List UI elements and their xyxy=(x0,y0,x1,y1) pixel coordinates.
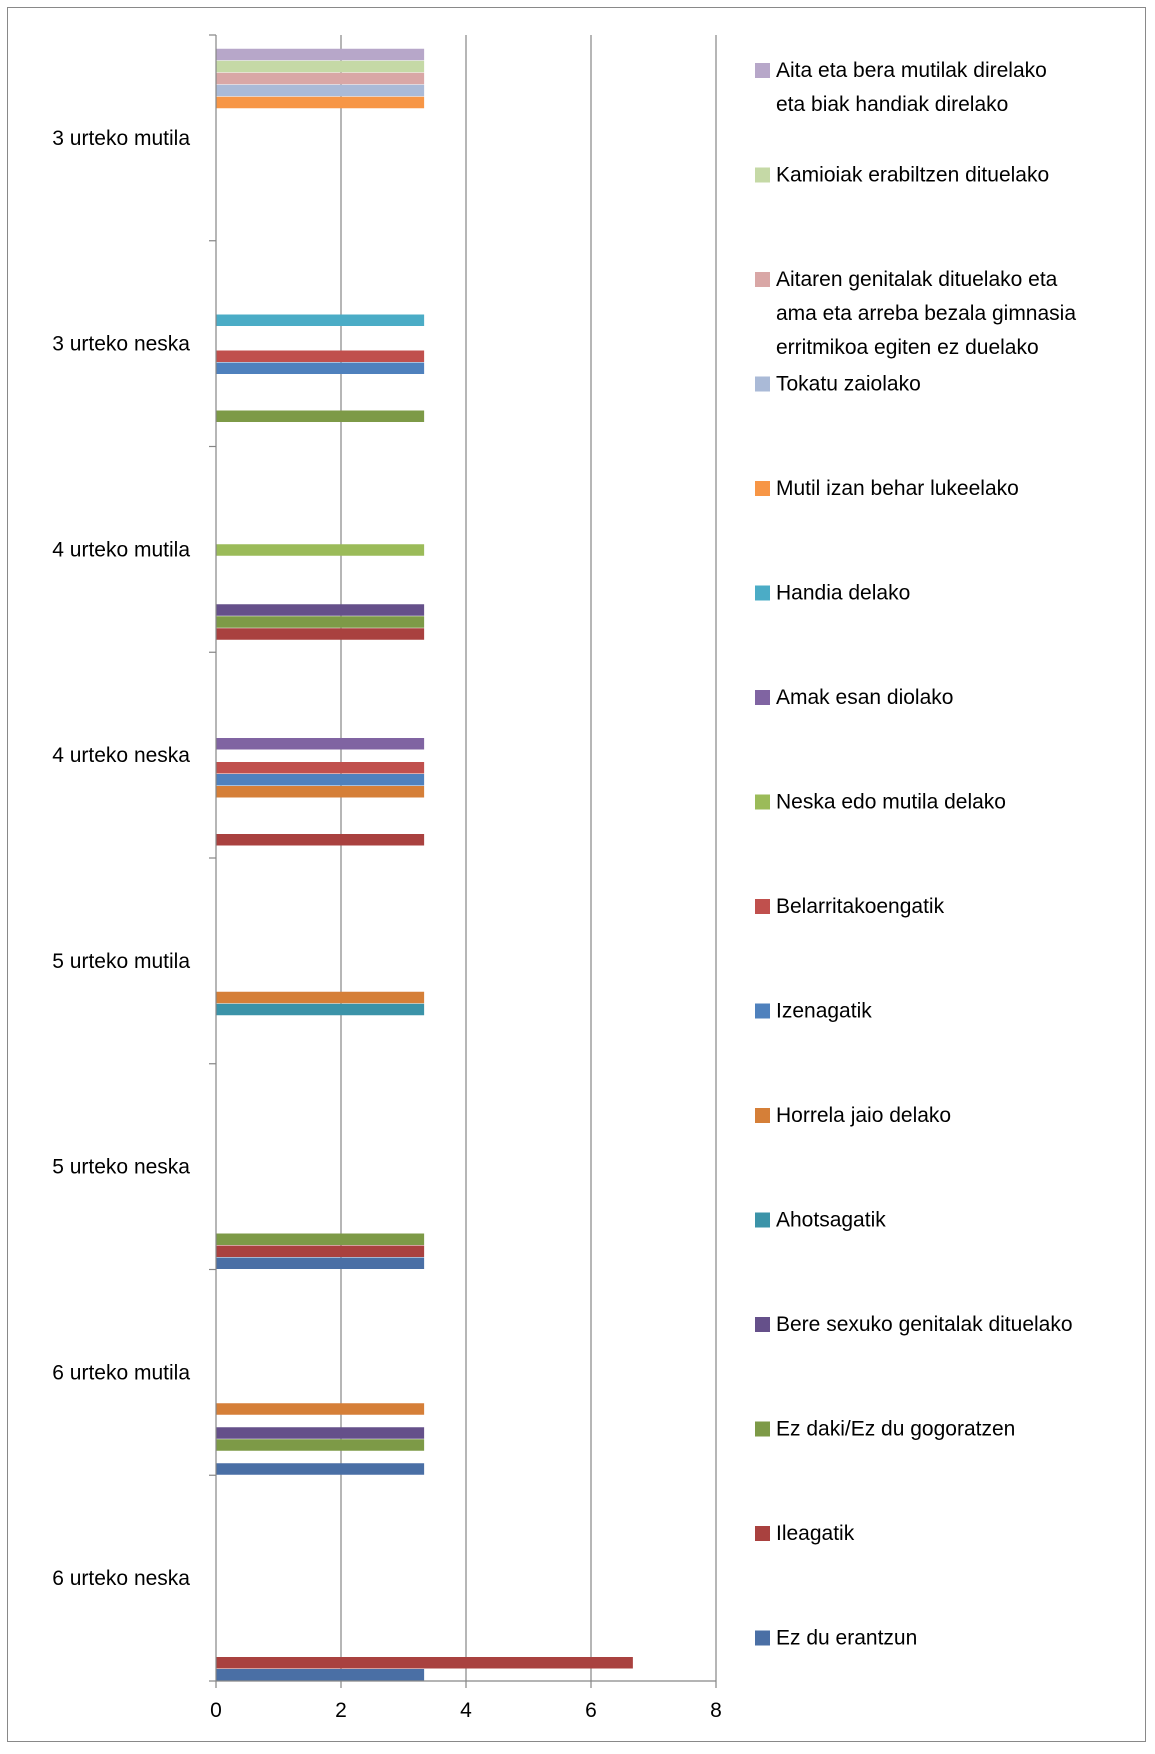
bar xyxy=(216,96,425,109)
category-label: 5 urteko mutila xyxy=(52,950,190,973)
bars xyxy=(216,48,633,1681)
legend-swatch xyxy=(755,167,770,183)
bar xyxy=(216,410,425,422)
legend-swatch xyxy=(755,1630,770,1646)
category-label: 6 urteko mutila xyxy=(52,1361,190,1384)
axes xyxy=(209,34,717,1688)
bar xyxy=(216,72,425,85)
legend-label: Bere sexuko genitalak dituelako xyxy=(776,1313,1073,1336)
legend-label: Mutil izan behar lukeelako xyxy=(776,477,1019,500)
bar xyxy=(216,84,425,97)
bar xyxy=(216,1439,425,1451)
legend-label: Ileagatik xyxy=(776,1522,855,1545)
legend-swatch xyxy=(755,794,770,810)
x-tick-labels: 0 2 4 6 8 xyxy=(210,1699,722,1722)
bar xyxy=(216,991,425,1004)
bar xyxy=(216,1657,633,1669)
legend-swatch xyxy=(755,1003,770,1019)
legend-swatch xyxy=(755,1421,770,1437)
legend-label: Tokatu zaiolako xyxy=(776,373,921,396)
bar xyxy=(216,786,425,798)
bar xyxy=(216,762,425,774)
legend-label: Ez du erantzun xyxy=(776,1627,917,1650)
legend-swatch xyxy=(755,1108,770,1123)
category-label: 3 urteko neska xyxy=(52,333,190,356)
legend-label: Belarritakoengatik xyxy=(776,895,945,918)
category-label: 5 urteko neska xyxy=(52,1156,190,1179)
legend-swatch xyxy=(755,376,770,392)
legend-swatch xyxy=(755,899,770,914)
bar xyxy=(216,350,425,362)
legend-label: Aitaren genitalak dituelako eta ama eta a… xyxy=(776,268,1076,359)
category-label: 4 urteko neska xyxy=(52,744,190,767)
bar xyxy=(216,1463,425,1475)
bar xyxy=(216,1233,425,1245)
category-label: 4 urteko mutila xyxy=(52,538,190,561)
legend: Aita eta bera mutilak direlako eta biak h… xyxy=(755,59,1076,1650)
legend-label: Handia delako xyxy=(776,582,910,605)
legend-label: Amak esan diolako xyxy=(776,686,953,709)
legend-label: Horrela jaio delako xyxy=(776,1104,951,1127)
legend-label: Izenagatik xyxy=(776,1000,872,1023)
bar xyxy=(216,48,425,61)
bar xyxy=(216,544,425,556)
x-tick-label: 4 xyxy=(460,1699,472,1722)
legend-label: Ez daki/Ez du gogoratzen xyxy=(776,1418,1015,1441)
bar xyxy=(216,1003,425,1016)
legend-label: Aita eta bera mutilak direlako eta biak h… xyxy=(776,59,1047,116)
bar xyxy=(216,616,425,628)
chart-border xyxy=(7,7,1146,1742)
legend-swatch xyxy=(755,481,770,496)
bar xyxy=(216,738,425,750)
legend-swatch xyxy=(755,1526,770,1541)
bar xyxy=(216,1403,425,1415)
category-label: 6 urteko neska xyxy=(52,1567,190,1590)
legend-label: Neska edo mutila delako xyxy=(776,791,1006,814)
category-labels: 6 urteko neska 6 urteko mutila 5 urteko ne… xyxy=(52,127,190,1590)
bar xyxy=(216,1669,425,1681)
bar xyxy=(216,834,425,846)
bar xyxy=(216,362,425,374)
legend-swatch xyxy=(755,63,770,78)
legend-swatch xyxy=(755,585,770,601)
x-tick-label: 2 xyxy=(335,1699,347,1722)
bar xyxy=(216,1257,425,1269)
x-tick-label: 0 xyxy=(210,1699,222,1722)
bar xyxy=(216,628,425,640)
legend-swatch xyxy=(755,1212,770,1228)
legend-swatch xyxy=(755,272,770,287)
bar xyxy=(216,314,425,326)
x-tick-label: 8 xyxy=(710,1699,722,1722)
bar xyxy=(216,604,425,616)
bar xyxy=(216,1427,425,1439)
legend-swatch xyxy=(755,690,770,705)
legend-label: Ahotsagatik xyxy=(776,1209,886,1232)
x-tick-label: 6 xyxy=(585,1699,597,1722)
category-label: 3 urteko mutila xyxy=(52,127,190,150)
bar xyxy=(216,60,425,73)
bar xyxy=(216,1245,425,1257)
legend-swatch xyxy=(755,1317,770,1332)
legend-label: Kamioiak erabiltzen dituelako xyxy=(776,164,1049,187)
bar xyxy=(216,774,425,786)
